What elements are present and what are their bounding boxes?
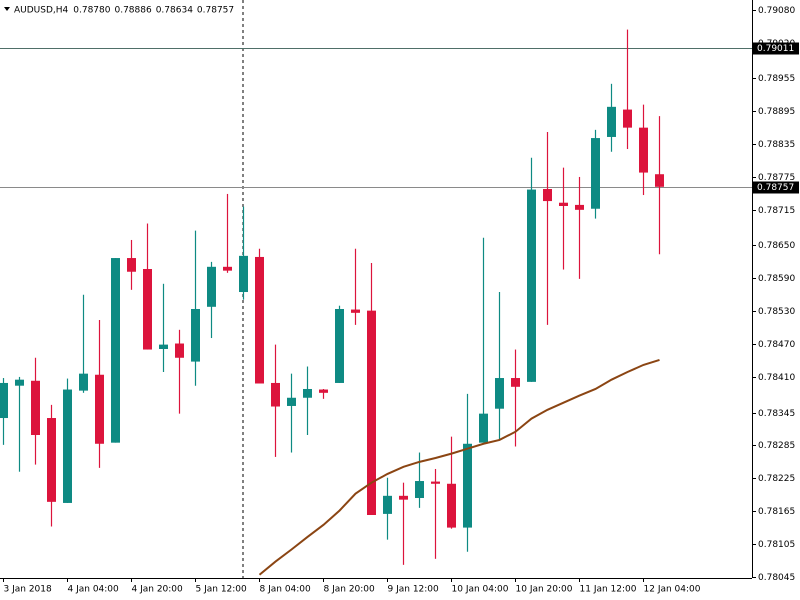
- moving-average: [258, 358, 660, 576]
- candle-body: [335, 308, 344, 383]
- candle-body: [127, 258, 136, 272]
- candle-body: [223, 266, 232, 271]
- candle-body: [399, 495, 408, 500]
- candle-body: [0, 382, 8, 419]
- y-tick-label: 0.78470: [758, 340, 795, 350]
- y-tick-label: 0.78225: [758, 474, 795, 484]
- candle-body: [431, 481, 440, 484]
- candle-body: [639, 127, 648, 173]
- x-tick-label: 8 Jan 04:00: [260, 585, 312, 595]
- x-tick-label: 11 Jan 12:00: [580, 585, 637, 595]
- candle-body: [623, 109, 632, 128]
- candle-body: [31, 380, 40, 436]
- y-tick-label: 0.78410: [758, 373, 795, 383]
- y-tick-label: 0.78285: [758, 441, 795, 451]
- y-tick-label: 0.78955: [758, 74, 795, 84]
- symbol-title: AUDUSD,H4: [14, 6, 69, 16]
- candle-body: [79, 373, 88, 391]
- candle-body: [607, 106, 616, 137]
- candle-body: [479, 413, 488, 443]
- candle-body: [271, 382, 280, 407]
- header-value: 0.78634: [156, 6, 193, 16]
- candle-body: [367, 310, 376, 515]
- candle-body: [255, 256, 264, 384]
- y-tick-label: 0.78530: [758, 307, 795, 317]
- x-tick-label: 4 Jan 20:00: [132, 585, 184, 595]
- y-tick-label: 0.78895: [758, 107, 795, 117]
- y-tick-label: 0.79080: [758, 6, 795, 16]
- candle-body: [319, 389, 328, 393]
- candle-body: [591, 138, 600, 209]
- y-tick-label: 0.78715: [758, 206, 795, 216]
- x-tick-label: 10 Jan 04:00: [452, 585, 509, 595]
- candle-body: [239, 255, 248, 293]
- candle-body: [15, 379, 24, 386]
- header-value: 0.78757: [197, 6, 234, 16]
- y-tick-label: 0.78165: [758, 507, 795, 517]
- x-tick-label: 8 Jan 20:00: [324, 585, 376, 595]
- x-tick-label: 4 Jan 04:00: [68, 585, 120, 595]
- header-value: 0.78780: [73, 6, 110, 16]
- candle-body: [143, 269, 152, 350]
- candle-body: [159, 344, 168, 349]
- y-tick-label: 0.78105: [758, 540, 795, 550]
- header-value: 0.78886: [114, 6, 151, 16]
- y-tick-label: 0.78835: [758, 140, 795, 150]
- candle-body: [207, 266, 216, 307]
- y-tick-label: 0.78045: [758, 573, 795, 583]
- y-tick-label: 0.78590: [758, 274, 795, 284]
- candle-body: [575, 204, 584, 210]
- plot: [0, 29, 752, 576]
- price-label: 0.78757: [757, 183, 794, 193]
- x-tick-label: 5 Jan 12:00: [196, 585, 248, 595]
- candle-body: [527, 189, 536, 382]
- candle-body: [111, 258, 120, 443]
- candle-body: [351, 309, 360, 313]
- menu-triangle[interactable]: [4, 7, 10, 11]
- candle-body: [95, 374, 104, 444]
- candle-body: [543, 189, 552, 202]
- candle-body: [303, 388, 312, 398]
- candle-body: [383, 495, 392, 514]
- candle-body: [511, 378, 520, 387]
- candle-body: [463, 443, 472, 528]
- y-tick-label: 0.78650: [758, 241, 795, 251]
- x-tick-label: 3 Jan 2018: [4, 585, 52, 595]
- y-tick-label: 0.78345: [758, 409, 795, 419]
- x-tick-label: 12 Jan 04:00: [644, 585, 701, 595]
- candle-body: [287, 397, 296, 406]
- price-label-box: [753, 181, 799, 194]
- x-tick-label: 10 Jan 20:00: [516, 585, 573, 595]
- candle-body: [63, 389, 72, 503]
- y-tick-label: 0.78775: [758, 173, 795, 183]
- candle-body: [175, 343, 184, 358]
- price-label: 0.79011: [757, 44, 794, 54]
- candle-body: [495, 378, 504, 409]
- candle-body: [447, 483, 456, 528]
- price-label-box: [753, 42, 799, 55]
- candle-body: [655, 174, 664, 187]
- candle-body: [415, 481, 424, 499]
- candle-body: [47, 418, 56, 502]
- candle-body: [191, 308, 200, 362]
- x-tick-label: 9 Jan 12:00: [388, 585, 440, 595]
- candle-body: [559, 202, 568, 206]
